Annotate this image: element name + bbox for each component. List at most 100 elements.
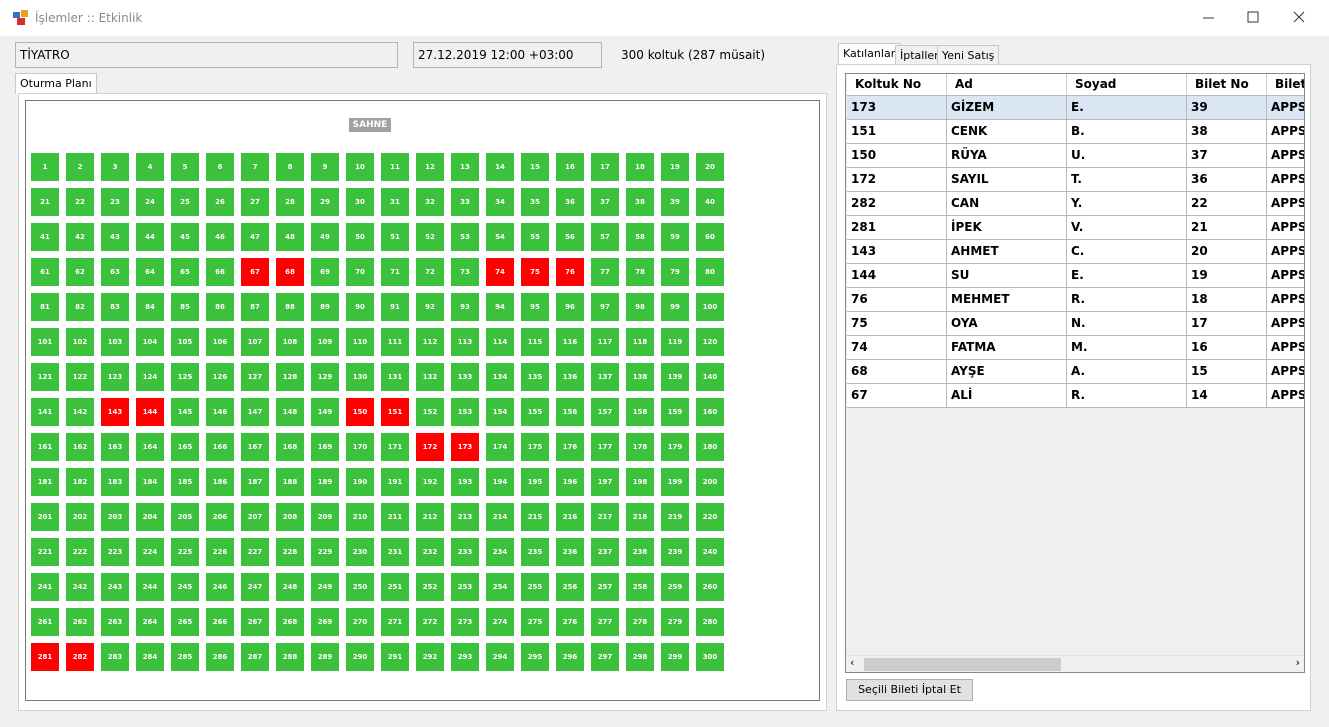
seat[interactable]: 112 [416,328,444,356]
seat[interactable]: 119 [661,328,689,356]
seat[interactable]: 132 [416,363,444,391]
cell[interactable]: APPS [1267,216,1304,240]
seat[interactable]: 281 [31,643,59,671]
seat[interactable]: 160 [696,398,724,426]
seat[interactable]: 71 [381,258,409,286]
seat[interactable]: 148 [276,398,304,426]
cell[interactable]: 20 [1187,240,1267,264]
seat[interactable]: 198 [626,468,654,496]
seat[interactable]: 141 [31,398,59,426]
cell[interactable]: 36 [1187,168,1267,192]
seat[interactable]: 266 [206,608,234,636]
seat[interactable]: 222 [66,538,94,566]
seat[interactable]: 135 [521,363,549,391]
seat[interactable]: 10 [346,153,374,181]
seat[interactable]: 45 [171,223,199,251]
seat[interactable]: 37 [591,188,619,216]
seat[interactable]: 196 [556,468,584,496]
seat[interactable]: 219 [661,503,689,531]
seat[interactable]: 170 [346,433,374,461]
seat[interactable]: 109 [311,328,339,356]
seat[interactable]: 138 [626,363,654,391]
seat[interactable]: 94 [486,293,514,321]
seat[interactable]: 282 [66,643,94,671]
seat[interactable]: 96 [556,293,584,321]
seat[interactable]: 211 [381,503,409,531]
seat[interactable]: 134 [486,363,514,391]
seat[interactable]: 118 [626,328,654,356]
seat[interactable]: 147 [241,398,269,426]
seat[interactable]: 212 [416,503,444,531]
seat[interactable]: 189 [311,468,339,496]
seat[interactable]: 145 [171,398,199,426]
seat[interactable]: 38 [626,188,654,216]
seat[interactable]: 35 [521,188,549,216]
seat[interactable]: 36 [556,188,584,216]
seat[interactable]: 272 [416,608,444,636]
seat[interactable]: 103 [101,328,129,356]
seat[interactable]: 283 [101,643,129,671]
seat[interactable]: 247 [241,573,269,601]
cell[interactable]: 19 [1187,264,1267,288]
scrollbar[interactable]: ‹ › [846,655,1304,672]
cell[interactable]: APPS [1267,144,1304,168]
seat[interactable]: 279 [661,608,689,636]
seat[interactable]: 204 [136,503,164,531]
seat[interactable]: 146 [206,398,234,426]
seat[interactable]: 86 [206,293,234,321]
seat[interactable]: 41 [31,223,59,251]
seat[interactable]: 31 [381,188,409,216]
seat[interactable]: 39 [661,188,689,216]
cell[interactable]: T. [1067,168,1187,192]
seat[interactable]: 191 [381,468,409,496]
cell[interactable]: APPS [1267,312,1304,336]
seat[interactable]: 267 [241,608,269,636]
cell[interactable]: 143 [847,240,947,264]
seat[interactable]: 257 [591,573,619,601]
seat[interactable]: 291 [381,643,409,671]
window-controls[interactable] [1190,6,1320,30]
seat[interactable]: 8 [276,153,304,181]
seat[interactable]: 237 [591,538,619,566]
seat[interactable]: 286 [206,643,234,671]
seat[interactable]: 177 [591,433,619,461]
seat[interactable]: 164 [136,433,164,461]
seat[interactable]: 259 [661,573,689,601]
seat[interactable]: 2 [66,153,94,181]
seat[interactable]: 143 [101,398,129,426]
cell[interactable]: GİZEM [947,96,1067,120]
seat[interactable]: 55 [521,223,549,251]
seat[interactable]: 216 [556,503,584,531]
seat[interactable]: 193 [451,468,479,496]
cell[interactable]: 172 [847,168,947,192]
seat[interactable]: 51 [381,223,409,251]
seat[interactable]: 185 [171,468,199,496]
seat[interactable]: 205 [171,503,199,531]
seat[interactable]: 221 [31,538,59,566]
seat[interactable]: 66 [206,258,234,286]
seat[interactable]: 181 [31,468,59,496]
seat[interactable]: 179 [661,433,689,461]
seat[interactable]: 268 [276,608,304,636]
cell[interactable]: Y. [1067,192,1187,216]
seat[interactable]: 271 [381,608,409,636]
cell[interactable]: 22 [1187,192,1267,216]
seat[interactable]: 97 [591,293,619,321]
seat[interactable]: 4 [136,153,164,181]
cell[interactable]: R. [1067,384,1187,408]
cell[interactable]: C. [1067,240,1187,264]
seat[interactable]: 276 [556,608,584,636]
seat[interactable]: 234 [486,538,514,566]
seat[interactable]: 224 [136,538,164,566]
seat[interactable]: 137 [591,363,619,391]
seat[interactable]: 120 [696,328,724,356]
seat[interactable]: 26 [206,188,234,216]
seat[interactable]: 13 [451,153,479,181]
cell[interactable]: APPS [1267,360,1304,384]
seat[interactable]: 188 [276,468,304,496]
cell[interactable]: B. [1067,120,1187,144]
seat[interactable]: 60 [696,223,724,251]
seat[interactable]: 121 [31,363,59,391]
cell[interactable]: 15 [1187,360,1267,384]
seat[interactable]: 9 [311,153,339,181]
